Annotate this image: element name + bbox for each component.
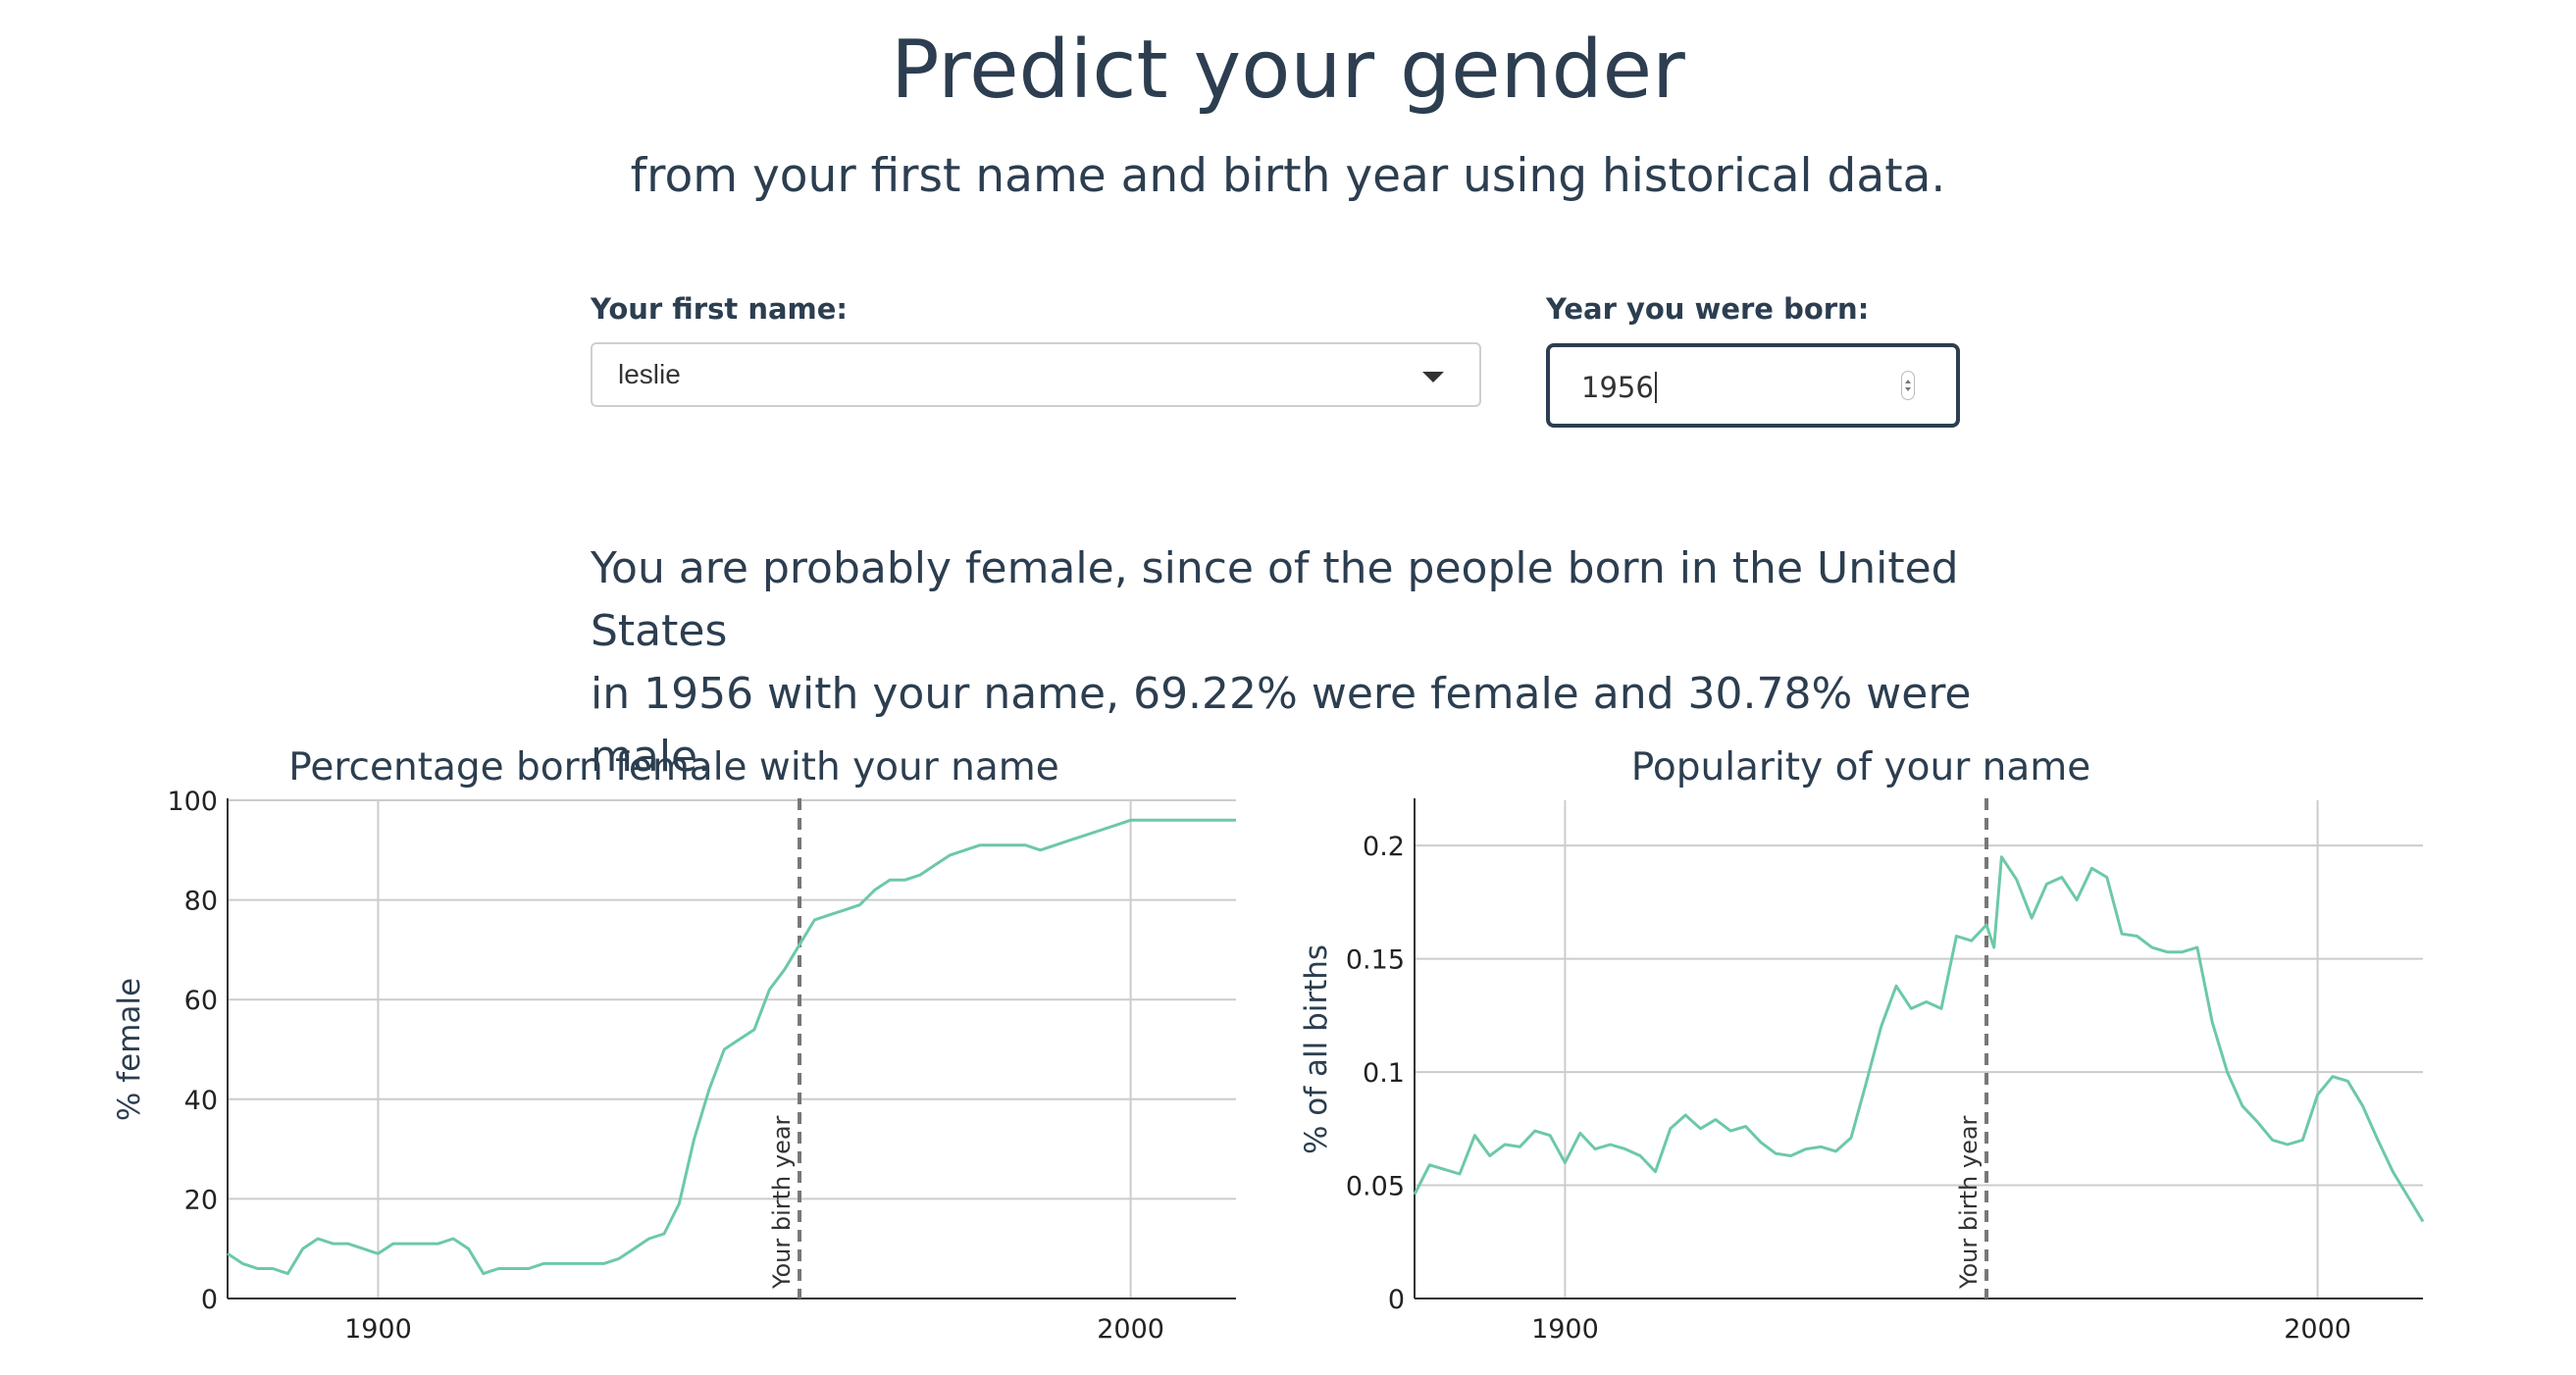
female-chart-birth-year-label: Your birth year bbox=[768, 1115, 796, 1290]
popularity-chart-y-tick-label: 0.15 bbox=[1346, 945, 1405, 976]
female-chart-y-tick-label: 60 bbox=[184, 986, 218, 1016]
popularity-chart-x-tick-label: 1900 bbox=[1531, 1314, 1599, 1345]
female-chart-y-tick-label: 100 bbox=[167, 787, 218, 817]
name-popularity-chart: 0 0.05 0.1 0.15 0.2 1900 2000 % of all births Yo… bbox=[1299, 798, 2425, 1345]
female-chart-y-tick-label: 0 bbox=[201, 1285, 218, 1315]
prediction-result-line-2: in 1956 with your name, 69.22% were fema… bbox=[591, 669, 1972, 782]
popularity-chart-y-axis-label: % of all births bbox=[1299, 944, 1334, 1154]
female-chart-y-tick-label: 40 bbox=[184, 1086, 218, 1116]
popularity-chart-series-line bbox=[1413, 855, 2425, 1223]
female-chart-y-tick-label: 20 bbox=[184, 1185, 218, 1215]
prediction-result-line-1: You are probably female, since of the pe… bbox=[591, 543, 1959, 656]
chevron-down-icon[interactable] bbox=[1422, 372, 1444, 382]
stepper-down-icon[interactable] bbox=[1905, 387, 1911, 391]
popularity-chart-title: Popularity of your name bbox=[1630, 745, 2091, 789]
female-percentage-chart: 0 20 40 60 80 100 1900 2000 % female Your birth y… bbox=[112, 787, 1236, 1345]
year-input-value: 1956 bbox=[1581, 371, 1657, 404]
female-chart-x-tick-label: 2000 bbox=[1097, 1314, 1164, 1345]
popularity-chart-x-tick-label: 2000 bbox=[2284, 1314, 2351, 1345]
female-chart-y-tick-label: 80 bbox=[184, 887, 218, 917]
page-subtitle: from your first name and birth year usin… bbox=[630, 149, 1946, 203]
year-label: Year you were born: bbox=[1546, 292, 1870, 326]
popularity-chart-y-tick-label: 0.05 bbox=[1346, 1172, 1405, 1202]
popularity-chart-y-tick-label: 0 bbox=[1388, 1285, 1405, 1315]
female-chart-title: Percentage born female with your name bbox=[288, 745, 1059, 789]
stepper-up-icon[interactable] bbox=[1905, 380, 1911, 383]
name-label: Your first name: bbox=[591, 292, 849, 326]
page-title: Predict your gender bbox=[891, 24, 1685, 117]
name-select[interactable]: leslie bbox=[591, 342, 1481, 407]
name-select-value: leslie bbox=[618, 359, 681, 389]
popularity-chart-y-tick-label: 0.1 bbox=[1363, 1058, 1405, 1089]
female-chart-x-tick-label: 1900 bbox=[344, 1314, 412, 1345]
popularity-chart-birth-year-label: Your birth year bbox=[1955, 1115, 1983, 1290]
popularity-chart-y-tick-label: 0.2 bbox=[1363, 832, 1405, 862]
year-input[interactable]: 1956 bbox=[1546, 343, 1960, 428]
text-cursor bbox=[1654, 372, 1657, 403]
year-stepper[interactable] bbox=[1901, 371, 1915, 400]
female-chart-series-line bbox=[227, 818, 1236, 1276]
prediction-result: You are probably female, since of the pe… bbox=[591, 537, 1984, 789]
female-chart-y-axis-label: % female bbox=[112, 978, 147, 1121]
